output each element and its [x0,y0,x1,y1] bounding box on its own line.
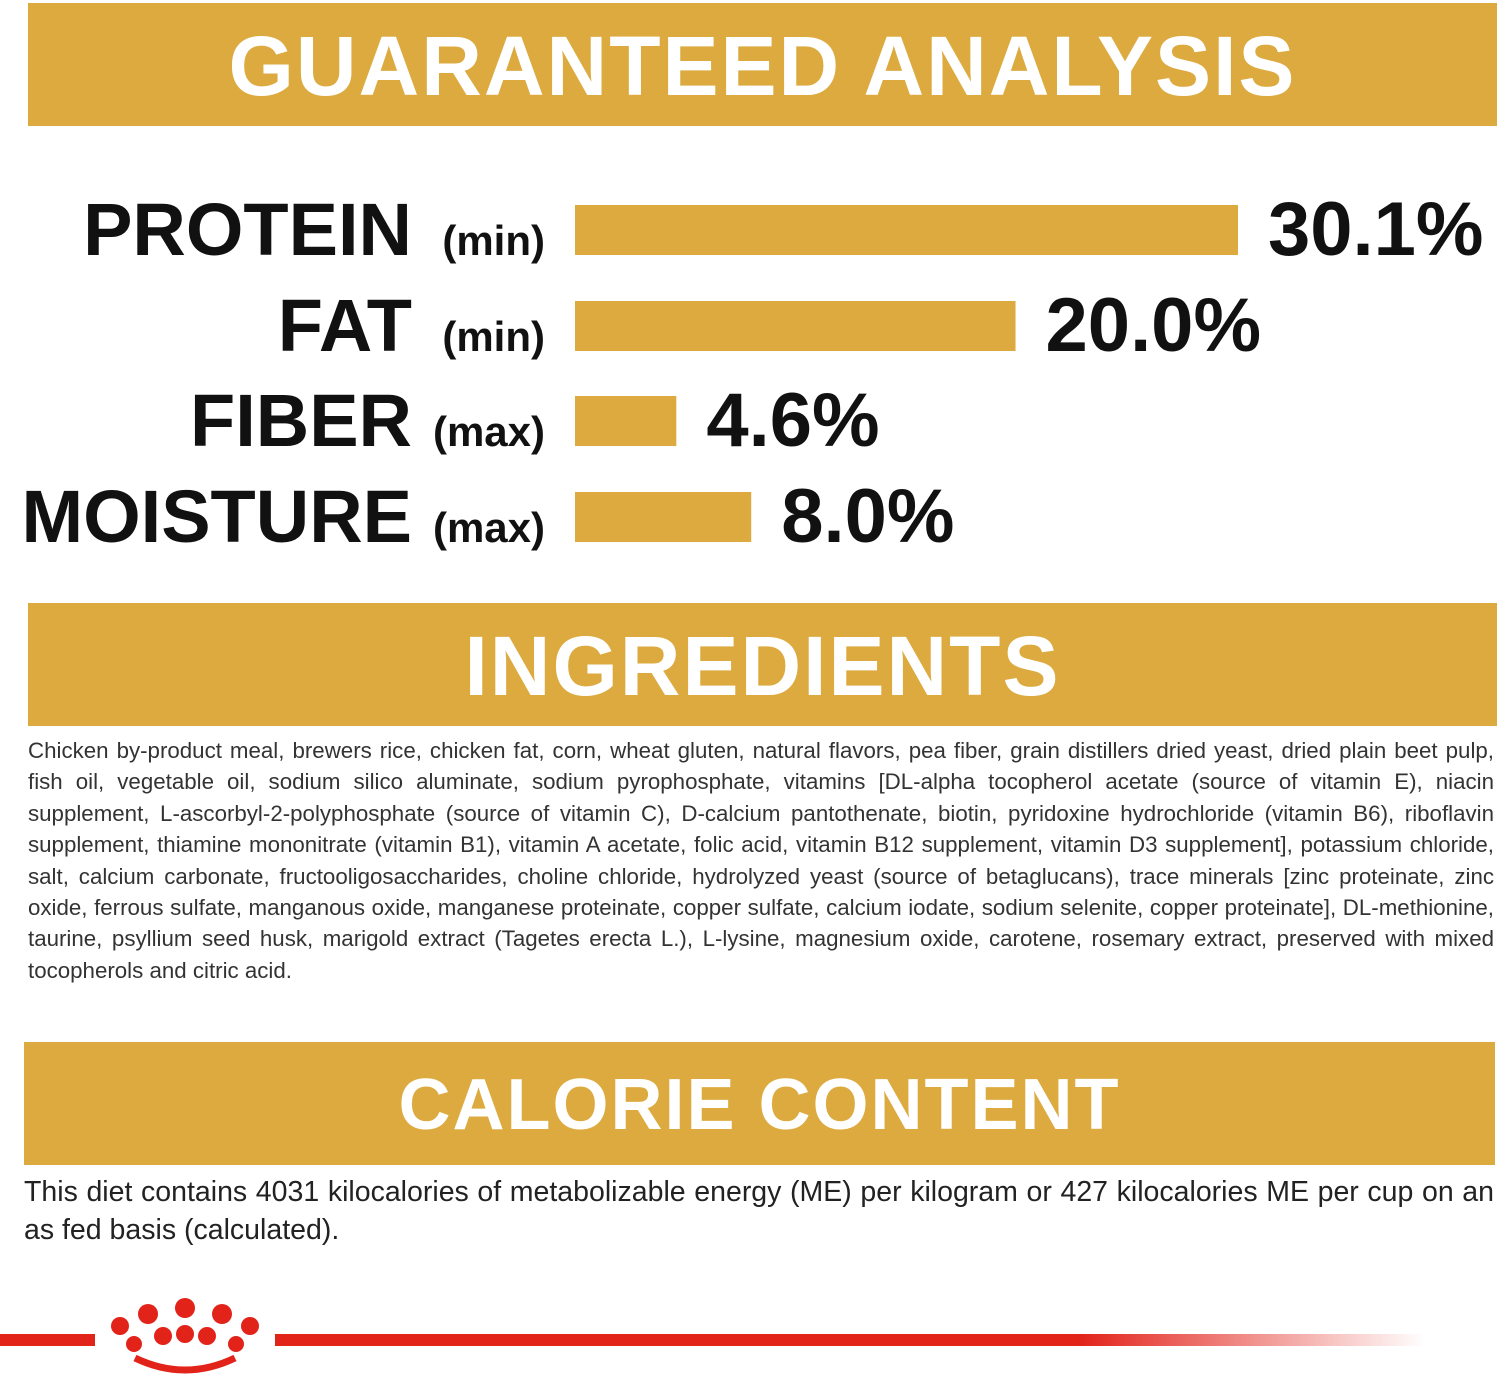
qualifier-label: (min) [442,313,545,360]
category-label: PROTEIN [83,188,412,271]
qualifier-label: (max) [433,408,545,455]
category-label: FAT [278,284,412,367]
value-label: 4.6% [706,378,879,463]
value-label: 20.0% [1046,283,1262,368]
section-title: GUARANTEED ANALYSIS [28,3,1497,126]
section-title: CALORIE CONTENT [24,1042,1495,1165]
qualifier-label: (min) [442,217,545,264]
bar [575,301,1016,351]
bar [575,396,677,446]
section-title: INGREDIENTS [28,603,1497,726]
ingredients-text: Chicken by-product meal, brewers rice, c… [28,738,1494,983]
value-label: 30.1% [1268,187,1484,272]
category-label: MOISTURE [21,475,412,558]
calorie-text: This diet contains 4031 kilocalories of … [24,1176,1494,1246]
value-label: 8.0% [781,474,954,559]
qualifier-label: (max) [433,504,545,551]
bar [575,205,1238,255]
bar [575,492,752,542]
footer-logo [0,1298,1425,1374]
chart: PROTEIN (min) 30.1% FAT (min) 20.0% FIBER (max)… [21,187,1484,559]
category-label: FIBER [190,379,412,462]
